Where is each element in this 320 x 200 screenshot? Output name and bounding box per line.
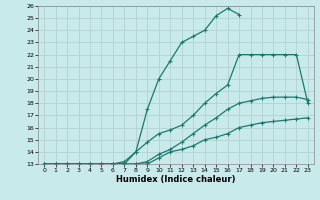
X-axis label: Humidex (Indice chaleur): Humidex (Indice chaleur): [116, 175, 236, 184]
